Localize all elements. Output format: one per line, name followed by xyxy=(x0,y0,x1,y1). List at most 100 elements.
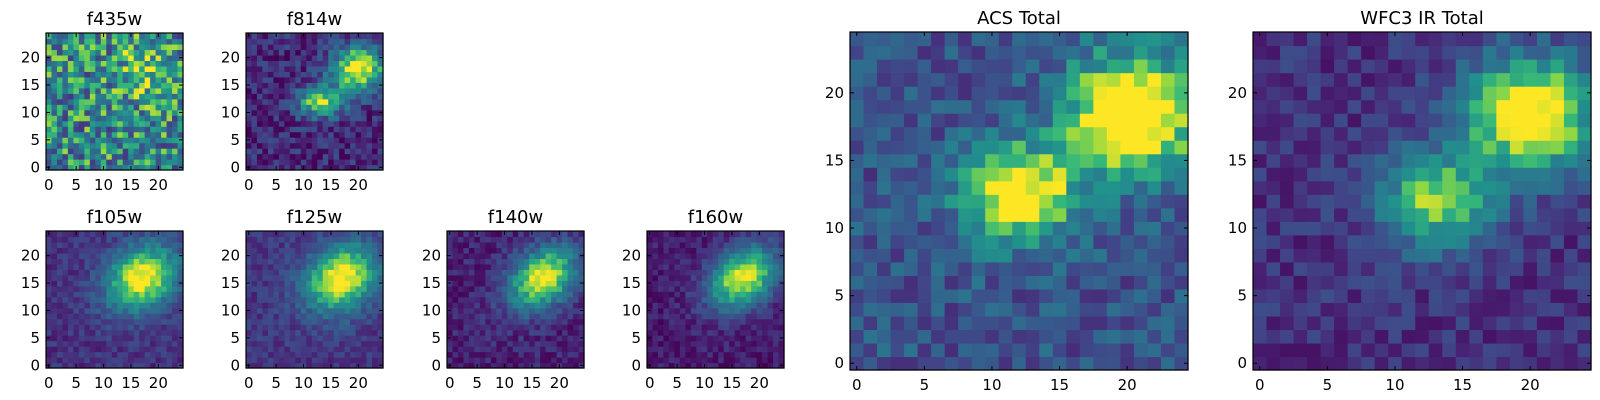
heatmap-cell xyxy=(1133,126,1149,141)
heatmap-cell xyxy=(707,335,714,342)
heatmap-cell xyxy=(740,313,747,320)
heatmap-cell xyxy=(767,252,774,259)
x-tick-label: 10 xyxy=(94,176,113,194)
heatmap-cell xyxy=(518,357,525,364)
heatmap-cell xyxy=(278,269,285,276)
heatmap-cell xyxy=(311,76,318,83)
heatmap-cell xyxy=(762,285,769,292)
heatmap-cell xyxy=(344,60,351,67)
heatmap-cell xyxy=(1052,342,1067,358)
heatmap-cell xyxy=(84,126,91,133)
heatmap-cell xyxy=(1536,261,1552,276)
x-tick-label: 15 xyxy=(522,374,541,392)
heatmap-cell xyxy=(284,153,291,160)
heatmap-cell xyxy=(1482,275,1497,290)
heatmap-cell xyxy=(1388,167,1403,182)
heatmap-cell xyxy=(1174,234,1189,249)
heatmap-cell xyxy=(317,164,324,171)
heatmap-cell xyxy=(150,263,157,270)
heatmap-cell xyxy=(306,351,313,358)
heatmap-cell xyxy=(1523,315,1538,331)
heatmap-cell xyxy=(468,318,475,325)
heatmap-cell xyxy=(573,269,580,276)
heatmap-cell xyxy=(447,241,454,249)
heatmap-cell xyxy=(278,137,285,144)
heatmap-cell xyxy=(890,194,905,209)
heatmap-cell xyxy=(161,236,168,243)
heatmap-cell xyxy=(46,236,53,243)
heatmap-cell xyxy=(84,324,91,331)
heatmap-cell xyxy=(111,236,118,243)
heatmap-cell xyxy=(540,313,547,320)
heatmap-cell xyxy=(931,59,946,74)
heatmap-cell xyxy=(251,148,258,155)
heatmap-cell xyxy=(355,280,362,287)
heatmap-cell xyxy=(1401,167,1416,182)
heatmap-cell xyxy=(300,269,307,276)
x-tick-label: 20 xyxy=(149,176,168,194)
heatmap-cell xyxy=(1280,302,1295,317)
heatmap-cell xyxy=(73,307,80,314)
heatmap-cell xyxy=(350,120,357,127)
heatmap-cell xyxy=(84,357,91,364)
heatmap-cell xyxy=(317,247,324,254)
heatmap-cell xyxy=(278,324,285,331)
heatmap-cell xyxy=(1133,140,1149,155)
heatmap-cell xyxy=(311,148,318,155)
heatmap-cell xyxy=(1133,86,1149,101)
heatmap-cell xyxy=(1052,86,1067,101)
heatmap-cell xyxy=(251,38,258,45)
heatmap-cell xyxy=(723,258,730,265)
heatmap-cell xyxy=(267,351,274,358)
heatmap-cell xyxy=(161,252,168,259)
heatmap-cell xyxy=(652,247,659,254)
heatmap-cell xyxy=(1550,302,1565,317)
heatmap-cell xyxy=(1415,221,1430,236)
heatmap-cell xyxy=(284,65,291,72)
heatmap-cell xyxy=(1012,153,1027,168)
y-tick-label: 5 xyxy=(431,329,441,347)
heatmap-cell xyxy=(161,131,168,138)
heatmap-cell xyxy=(78,351,85,358)
heatmap-cell xyxy=(278,65,285,72)
heatmap-cell xyxy=(295,148,302,155)
heatmap-cell xyxy=(1536,167,1552,182)
heatmap-cell xyxy=(1415,207,1430,222)
heatmap-cell xyxy=(350,324,357,331)
heatmap-cell xyxy=(333,43,340,51)
heatmap-cell xyxy=(166,346,173,353)
heatmap-cell xyxy=(1469,221,1484,236)
heatmap-cell xyxy=(361,346,368,353)
heatmap-cell xyxy=(534,340,541,347)
heatmap-cell xyxy=(723,263,730,270)
heatmap-cell xyxy=(361,65,368,72)
heatmap-cell xyxy=(756,335,763,342)
heatmap-cell xyxy=(246,65,253,72)
heatmap-cell xyxy=(652,335,659,342)
heatmap-cell xyxy=(1147,32,1162,47)
heatmap-cell xyxy=(707,318,714,325)
heatmap-cell xyxy=(647,241,654,249)
heatmap-cell xyxy=(284,159,291,166)
heatmap-cell xyxy=(1025,153,1040,168)
heatmap-cell xyxy=(756,258,763,265)
heatmap-cell xyxy=(122,60,129,67)
heatmap-cell xyxy=(1039,207,1054,222)
heatmap-cell xyxy=(256,54,264,61)
heatmap-cell xyxy=(95,93,102,100)
heatmap-cell xyxy=(133,313,140,320)
heatmap-cell xyxy=(518,351,525,358)
heatmap-cell xyxy=(284,324,291,331)
heatmap-cell xyxy=(278,263,285,270)
heatmap-cell xyxy=(1052,248,1067,263)
heatmap-cell xyxy=(556,302,563,309)
heatmap-cell xyxy=(1293,315,1308,331)
heatmap-cell xyxy=(344,241,351,249)
heatmap-cell xyxy=(262,49,269,56)
heatmap-cell xyxy=(289,296,296,303)
heatmap-cell xyxy=(767,258,774,265)
heatmap-cell xyxy=(944,167,959,182)
heatmap-cell xyxy=(111,49,118,56)
heatmap-cell xyxy=(507,231,514,238)
heatmap-cell xyxy=(317,115,324,122)
